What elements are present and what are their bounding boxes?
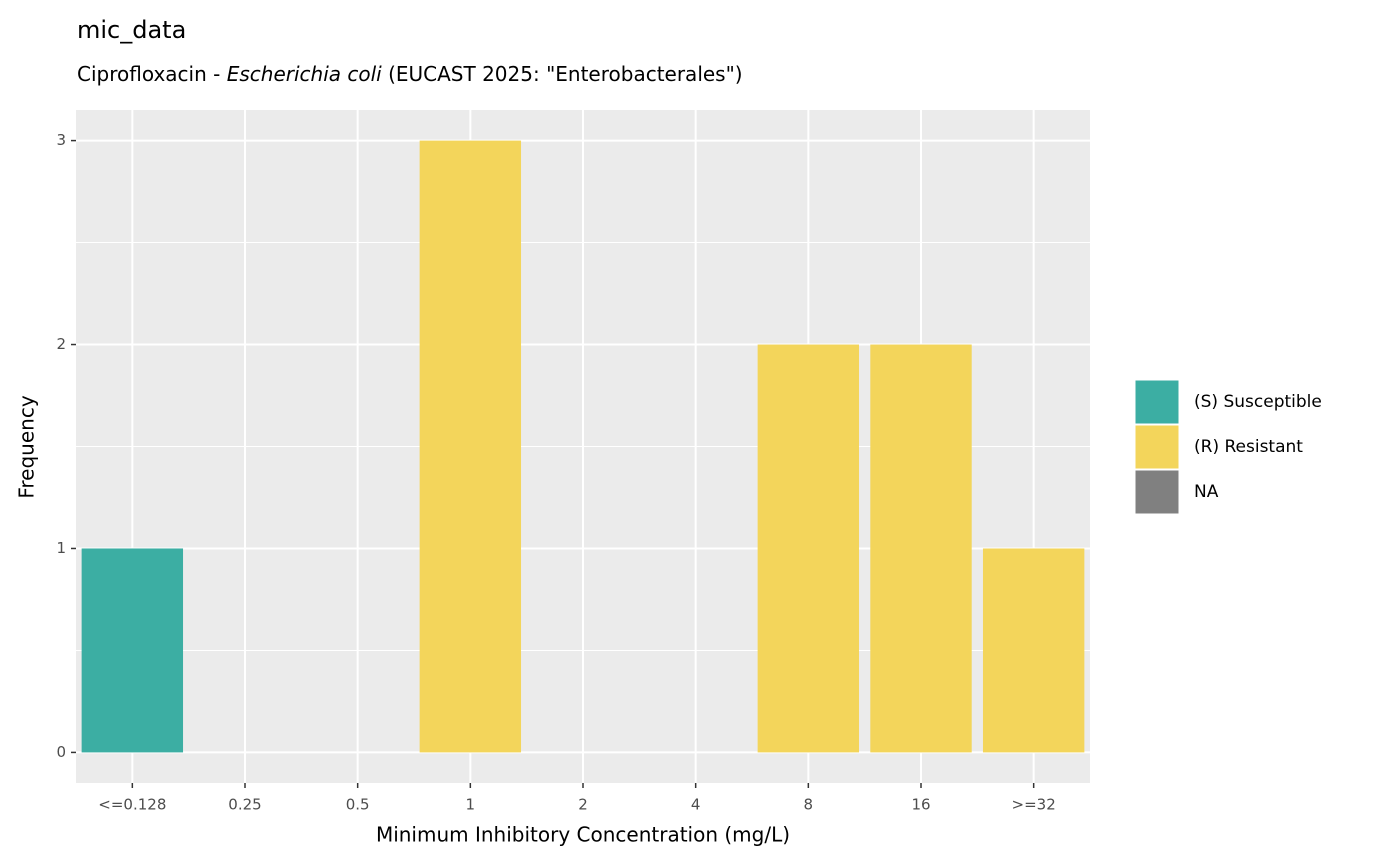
legend-key: [1134, 379, 1180, 425]
y-tick-label: 0: [56, 743, 66, 761]
legend-label: (R) Resistant: [1194, 437, 1303, 457]
x-tick-label: <=0.128: [98, 796, 166, 814]
x-tick-label: >=32: [1012, 796, 1056, 814]
y-tick-label: 2: [56, 335, 66, 353]
legend-key: [1134, 424, 1180, 470]
y-tick-label: 1: [56, 539, 66, 557]
x-tick-label: 4: [691, 796, 701, 814]
bar: [81, 548, 184, 753]
legend-label: (S) Susceptible: [1194, 392, 1322, 412]
bar: [419, 140, 522, 753]
subtitle-part: Escherichia coli: [227, 62, 382, 86]
bars: [81, 140, 1085, 753]
subtitle-part: (EUCAST 2025: "Enterobacterales"): [382, 62, 743, 86]
legend-key: [1134, 469, 1180, 515]
x-tick-label: 2: [578, 796, 588, 814]
chart-title: mic_data: [77, 16, 186, 44]
legend-label: NA: [1194, 482, 1219, 502]
y-tick-label: 3: [56, 131, 66, 149]
x-tick-label: 1: [466, 796, 476, 814]
x-tick-label: 0.5: [346, 796, 370, 814]
bar: [757, 344, 860, 753]
chart-subtitle: Ciprofloxacin - Escherichia coli (EUCAST…: [77, 62, 743, 86]
bar: [982, 548, 1085, 753]
subtitle-part: Ciprofloxacin -: [77, 62, 227, 86]
x-tick-label: 16: [911, 796, 930, 814]
legend: (S) Susceptible (R) Resistant NA: [1134, 379, 1322, 515]
x-tick-label: 0.25: [228, 796, 261, 814]
x-axis-title: Minimum Inhibitory Concentration (mg/L): [376, 823, 790, 847]
bar: [870, 344, 972, 753]
y-axis-title: Frequency: [15, 395, 39, 498]
x-tick-label: 8: [804, 796, 814, 814]
